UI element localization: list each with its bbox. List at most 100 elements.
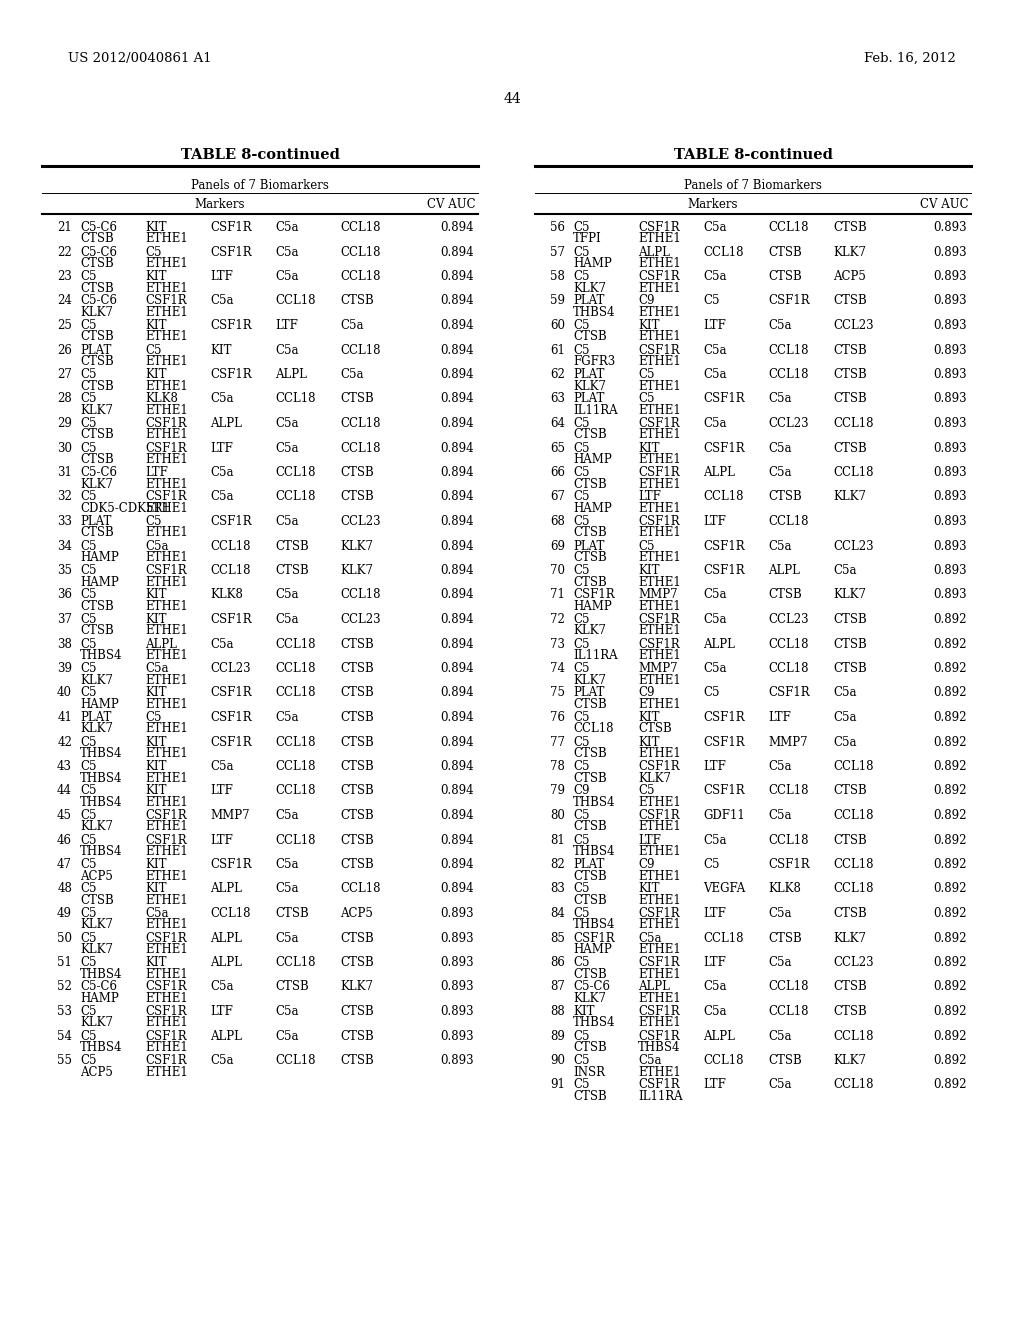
- Text: 83: 83: [550, 883, 565, 895]
- Text: CTSB: CTSB: [768, 1053, 802, 1067]
- Text: C5a: C5a: [210, 491, 233, 503]
- Text: 51: 51: [57, 956, 72, 969]
- Text: 25: 25: [57, 319, 72, 333]
- Text: C5: C5: [80, 686, 96, 700]
- Text: CSF1R: CSF1R: [145, 1030, 186, 1043]
- Text: ALPL: ALPL: [703, 1030, 735, 1043]
- Text: CSF1R: CSF1R: [638, 466, 680, 479]
- Text: C5: C5: [145, 246, 162, 259]
- Text: C5a: C5a: [833, 686, 856, 700]
- Text: 0.892: 0.892: [934, 858, 967, 871]
- Text: ETHE1: ETHE1: [638, 257, 681, 271]
- Text: 0.893: 0.893: [933, 540, 967, 553]
- Text: CCL18: CCL18: [340, 246, 381, 259]
- Text: C5a: C5a: [275, 271, 299, 282]
- Text: 0.894: 0.894: [440, 858, 474, 871]
- Text: 59: 59: [550, 294, 565, 308]
- Text: THBS4: THBS4: [80, 1041, 123, 1053]
- Text: ETHE1: ETHE1: [638, 624, 681, 638]
- Text: CTSB: CTSB: [768, 271, 802, 282]
- Text: C5: C5: [80, 271, 96, 282]
- Text: CSF1R: CSF1R: [703, 392, 744, 405]
- Text: 44: 44: [57, 784, 72, 797]
- Text: C5a: C5a: [210, 638, 233, 651]
- Text: CTSB: CTSB: [833, 784, 866, 797]
- Text: 0.892: 0.892: [934, 883, 967, 895]
- Text: 90: 90: [550, 1053, 565, 1067]
- Text: CSF1R: CSF1R: [210, 246, 252, 259]
- Text: CCL18: CCL18: [833, 466, 873, 479]
- Text: LTF: LTF: [703, 515, 726, 528]
- Text: CCL18: CCL18: [340, 343, 381, 356]
- Text: CCL18: CCL18: [833, 858, 873, 871]
- Text: ACP5: ACP5: [80, 870, 113, 883]
- Text: C5: C5: [80, 564, 96, 577]
- Text: CTSB: CTSB: [573, 527, 607, 540]
- Text: C5: C5: [573, 833, 590, 846]
- Text: CTSB: CTSB: [80, 232, 114, 246]
- Text: C5a: C5a: [210, 981, 233, 994]
- Text: ETHE1: ETHE1: [145, 942, 187, 956]
- Text: 0.892: 0.892: [934, 809, 967, 822]
- Text: 68: 68: [550, 515, 565, 528]
- Text: ALPL: ALPL: [275, 368, 307, 381]
- Text: ETHE1: ETHE1: [638, 281, 681, 294]
- Text: 0.893: 0.893: [933, 319, 967, 333]
- Text: CTSB: CTSB: [638, 722, 672, 735]
- Text: CTSB: CTSB: [768, 589, 802, 602]
- Text: PLAT: PLAT: [573, 540, 604, 553]
- Text: ETHE1: ETHE1: [638, 942, 681, 956]
- Text: ETHE1: ETHE1: [638, 796, 681, 809]
- Text: CTSB: CTSB: [340, 858, 374, 871]
- Text: HAMP: HAMP: [573, 453, 611, 466]
- Text: 0.893: 0.893: [933, 220, 967, 234]
- Text: IL11RA: IL11RA: [573, 649, 617, 663]
- Text: CTSB: CTSB: [833, 663, 866, 675]
- Text: Feb. 16, 2012: Feb. 16, 2012: [864, 51, 956, 65]
- Text: CTSB: CTSB: [573, 550, 607, 564]
- Text: ETHE1: ETHE1: [145, 355, 187, 368]
- Text: THBS4: THBS4: [638, 1041, 681, 1053]
- Text: CCL18: CCL18: [275, 294, 315, 308]
- Text: ETHE1: ETHE1: [145, 527, 187, 540]
- Text: 82: 82: [550, 858, 565, 871]
- Text: ETHE1: ETHE1: [145, 576, 187, 589]
- Text: LTF: LTF: [145, 466, 168, 479]
- Text: ETHE1: ETHE1: [638, 698, 681, 711]
- Text: 0.892: 0.892: [934, 612, 967, 626]
- Text: ALPL: ALPL: [210, 417, 242, 430]
- Text: CCL18: CCL18: [275, 686, 315, 700]
- Text: CTSB: CTSB: [833, 1005, 866, 1018]
- Text: CCL18: CCL18: [275, 638, 315, 651]
- Text: 0.894: 0.894: [440, 392, 474, 405]
- Text: 0.894: 0.894: [440, 515, 474, 528]
- Text: C5a: C5a: [210, 294, 233, 308]
- Text: ETHE1: ETHE1: [638, 968, 681, 981]
- Text: C5: C5: [80, 760, 96, 774]
- Text: C5a: C5a: [768, 392, 792, 405]
- Text: ALPL: ALPL: [210, 883, 242, 895]
- Text: CTSB: CTSB: [768, 246, 802, 259]
- Text: ETHE1: ETHE1: [145, 404, 187, 417]
- Text: 61: 61: [550, 343, 565, 356]
- Text: CTSB: CTSB: [340, 294, 374, 308]
- Text: CTSB: CTSB: [573, 870, 607, 883]
- Text: ALPL: ALPL: [210, 932, 242, 945]
- Text: CSF1R: CSF1R: [703, 711, 744, 723]
- Text: C5: C5: [573, 883, 590, 895]
- Text: C5: C5: [573, 735, 590, 748]
- Text: ETHE1: ETHE1: [145, 673, 187, 686]
- Text: ETHE1: ETHE1: [145, 306, 187, 319]
- Text: 27: 27: [57, 368, 72, 381]
- Text: CCL18: CCL18: [275, 491, 315, 503]
- Text: CTSB: CTSB: [833, 612, 866, 626]
- Text: PLAT: PLAT: [573, 858, 604, 871]
- Text: MMP7: MMP7: [638, 589, 678, 602]
- Text: US 2012/0040861 A1: US 2012/0040861 A1: [68, 51, 212, 65]
- Text: C5: C5: [80, 368, 96, 381]
- Text: CSF1R: CSF1R: [145, 564, 186, 577]
- Text: HAMP: HAMP: [80, 698, 119, 711]
- Text: 85: 85: [550, 932, 565, 945]
- Text: KIT: KIT: [145, 271, 167, 282]
- Text: 72: 72: [550, 612, 565, 626]
